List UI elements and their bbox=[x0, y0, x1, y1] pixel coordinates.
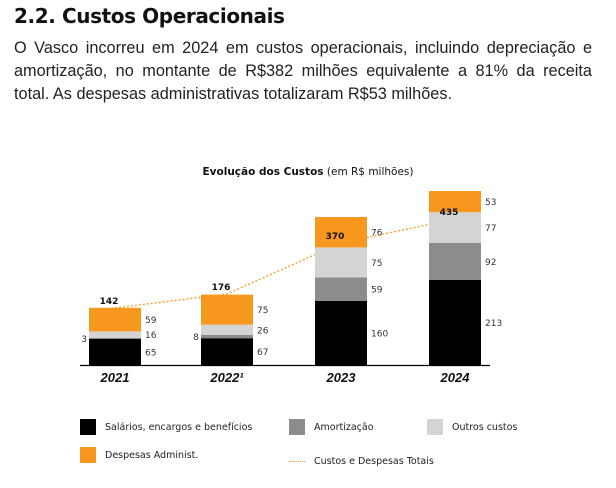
bar-segment bbox=[201, 294, 253, 325]
bar-segment bbox=[89, 307, 141, 332]
x-tick-label: 2023 bbox=[326, 370, 357, 385]
data-label: 59 bbox=[371, 286, 383, 296]
x-tick-label: 2021 bbox=[100, 370, 130, 385]
x-tick-label: 2024 bbox=[440, 370, 471, 385]
data-label: 16 bbox=[145, 331, 157, 341]
bar-segment bbox=[201, 324, 253, 335]
data-label: 75 bbox=[371, 259, 382, 269]
bar-segment bbox=[429, 191, 481, 213]
legend-label-despesas: Despesas Administ. bbox=[105, 449, 199, 461]
legend-label-outros: Outros custos bbox=[452, 421, 518, 433]
chart-title: Evolução dos Custos bbox=[202, 166, 324, 178]
data-label: 53 bbox=[485, 198, 496, 208]
legend-item-amortizacao: Amortização bbox=[289, 419, 374, 435]
legend-swatch-salarios bbox=[80, 419, 96, 435]
legend-label-total: Custos e Despesas Totais bbox=[314, 456, 434, 467]
legend-swatch-amortizacao bbox=[289, 419, 305, 435]
data-label: 65 bbox=[145, 349, 156, 359]
legend-item-total: Custos e Despesas Totais bbox=[289, 456, 434, 467]
bar-segment bbox=[315, 277, 367, 301]
bar-segment bbox=[315, 217, 367, 248]
data-label: 213 bbox=[485, 319, 502, 329]
bar-segment bbox=[315, 247, 367, 278]
bar-segment bbox=[429, 243, 481, 280]
chart-subtitle: (em R$ milhões) bbox=[326, 166, 414, 178]
chart-title-block: Evolução dos Custos (em R$ milhões) bbox=[0, 166, 616, 178]
total-label: 142 bbox=[100, 297, 119, 307]
data-label: 59 bbox=[145, 316, 157, 326]
total-line bbox=[114, 218, 456, 309]
legend-swatch-despesas bbox=[80, 447, 96, 463]
total-label: 370 bbox=[326, 232, 345, 242]
data-label: 76 bbox=[371, 229, 383, 239]
data-label: 92 bbox=[485, 258, 496, 268]
bar-segment bbox=[201, 338, 253, 365]
data-label: 8 bbox=[193, 333, 199, 343]
data-label: 67 bbox=[257, 348, 268, 358]
bar-segment bbox=[89, 339, 141, 365]
bar-segment bbox=[429, 279, 481, 365]
data-label: 160 bbox=[371, 330, 388, 340]
legend-label-salarios: Salários, encargos e benefícios bbox=[105, 421, 253, 433]
x-tick-label: 2022¹ bbox=[209, 370, 244, 385]
legend-item-outros: Outros custos bbox=[427, 419, 517, 435]
legend-swatch-total bbox=[289, 461, 305, 462]
legend-label-amortizacao: Amortização bbox=[314, 421, 374, 433]
section-heading: 2.2. Custos Operacionais bbox=[14, 4, 285, 28]
section-paragraph: O Vasco incorreu em 2024 em custos opera… bbox=[14, 39, 592, 103]
bar-segment bbox=[315, 301, 367, 365]
bar-segment bbox=[89, 337, 141, 339]
total-label: 435 bbox=[440, 208, 459, 218]
legend-item-salarios: Salários, encargos e benefícios bbox=[80, 419, 252, 435]
data-label: 77 bbox=[485, 224, 496, 234]
data-label: 3 bbox=[81, 335, 87, 345]
legend-swatch-outros bbox=[427, 419, 443, 435]
bar-segment bbox=[89, 331, 141, 338]
legend-item-despesas: Despesas Administ. bbox=[80, 447, 198, 463]
total-label: 176 bbox=[212, 283, 231, 293]
bar-segment bbox=[201, 335, 253, 339]
bar-segment bbox=[429, 212, 481, 243]
data-label: 26 bbox=[257, 326, 269, 336]
data-label: 75 bbox=[257, 306, 268, 316]
